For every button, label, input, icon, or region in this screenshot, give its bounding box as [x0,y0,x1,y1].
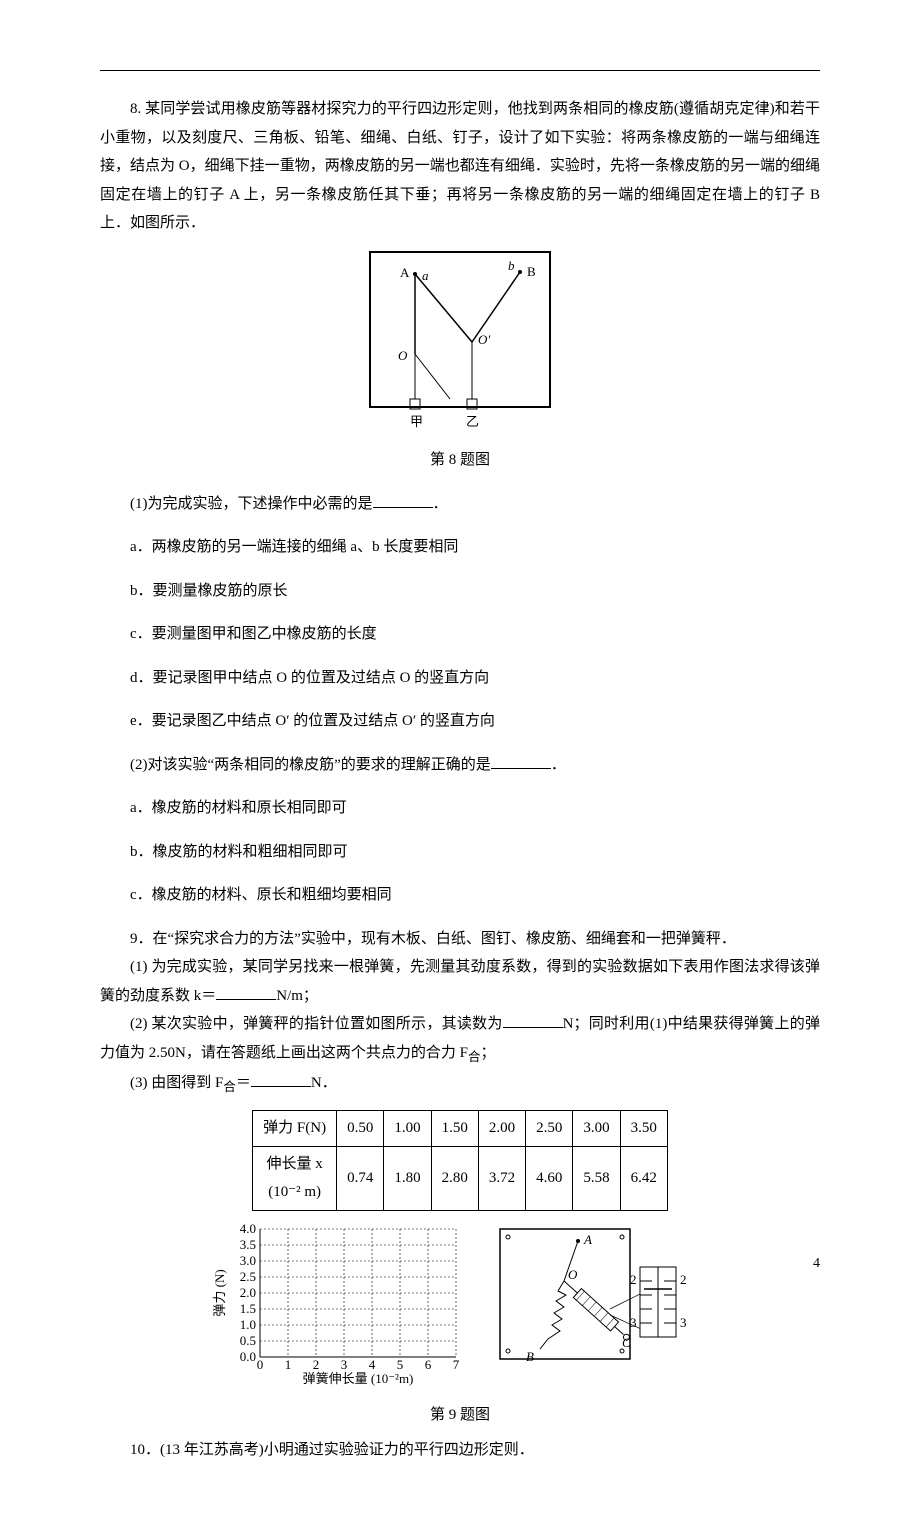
svg-text:0.5: 0.5 [240,1333,256,1348]
q8-sub1-text: (1)为完成实验，下述操作中必需的是 [130,496,373,512]
label-Oprime: O′ [478,332,490,347]
svg-text:3: 3 [341,1357,348,1372]
cell: 6.42 [620,1146,667,1210]
cell: 1.50 [431,1111,478,1147]
cell: 4.60 [526,1146,573,1210]
blank [216,984,276,1000]
label-B: B [527,264,536,279]
label-A: A [400,265,410,280]
table-row: 弹力 F(N) 0.50 1.00 1.50 2.00 2.50 3.00 3.… [253,1111,668,1147]
svg-text:C: C [622,1335,631,1350]
svg-text:0.0: 0.0 [240,1349,256,1364]
q9-p1a: (1) 为完成实验，某同学另找来一根弹簧，先测量其劲度系数，得到的实验数据如下表… [100,959,820,1004]
q9-p2a: (2) 某次实验中，弹簧秤的指针位置如图所示，其读数为 [130,1016,503,1032]
q9-p2c: ； [480,1045,495,1061]
svg-text:3.5: 3.5 [240,1237,256,1252]
blank [251,1071,311,1087]
svg-text:4: 4 [369,1357,376,1372]
page-number: 4 [813,1251,820,1278]
row2-head: 伸长量 x (10⁻² m) [253,1146,337,1210]
svg-text:弹簧伸长量 (10⁻²m): 弹簧伸长量 (10⁻²m) [303,1371,414,1386]
q9-p3c: N． [311,1075,337,1091]
label-jia: 甲 [410,414,423,429]
cell: 1.00 [384,1111,431,1147]
q9-p3b: ＝ [236,1075,251,1091]
top-rule [100,70,820,71]
svg-text:2.0: 2.0 [240,1285,256,1300]
q8-sub2-text: (2)对该实验“两条相同的橡皮筋”的要求的理解正确的是 [130,757,491,773]
row2-head-line1: 伸长量 x [266,1156,322,1172]
svg-text:3.0: 3.0 [240,1253,256,1268]
q9-figure: 0.0 0.5 1.0 1.5 2.0 2.5 3.0 3.5 4.0 0 1 … [100,1219,820,1400]
svg-text:0: 0 [257,1357,264,1372]
cell: 0.74 [337,1146,384,1210]
cell: 3.50 [620,1111,667,1147]
q8-sub2-tail: ． [551,757,566,773]
cell: 0.50 [337,1111,384,1147]
cell: 2.00 [478,1111,525,1147]
svg-text:弹力 (N): 弹力 (N) [212,1269,227,1316]
svg-text:A: A [583,1232,592,1247]
svg-text:5: 5 [397,1357,404,1372]
cell: 2.80 [431,1146,478,1210]
q8-figure: A a O B b O′ 甲 乙 [100,244,820,445]
cell: 2.50 [526,1111,573,1147]
svg-text:2.5: 2.5 [240,1269,256,1284]
q8-b: b．要测量橡皮筋的原长 [130,577,820,606]
svg-text:1.5: 1.5 [240,1301,256,1316]
svg-text:O: O [568,1267,578,1282]
svg-text:4.0: 4.0 [240,1221,256,1236]
cell: 3.72 [478,1146,525,1210]
svg-text:2: 2 [680,1272,687,1287]
blank [491,753,551,769]
q8-a: a．两橡皮筋的另一端连接的细绳 a、b 长度要相同 [130,533,820,562]
q8-e: e．要记录图乙中结点 O′ 的位置及过结点 O′ 的竖直方向 [130,707,820,736]
label-yi: 乙 [466,414,479,429]
q8-caption: 第 8 题图 [100,446,820,475]
blank [373,492,433,508]
q9-p3a: (3) 由图得到 F [130,1075,223,1091]
table-row: 伸长量 x (10⁻² m) 0.74 1.80 2.80 3.72 4.60 … [253,1146,668,1210]
q9-p1b: N/m； [276,988,318,1004]
svg-text:B: B [526,1349,534,1364]
q8-sub2: (2)对该实验“两条相同的橡皮筋”的要求的理解正确的是 ． [130,751,820,780]
cell: 5.58 [573,1146,620,1210]
label-O: O [398,348,408,363]
svg-text:6: 6 [425,1357,432,1372]
q8-a2: a．橡皮筋的材料和原长相同即可 [130,794,820,823]
cell: 3.00 [573,1111,620,1147]
svg-text:1: 1 [285,1357,292,1372]
sub-he: 合 [468,1050,481,1064]
q8-c2: c．橡皮筋的材料、原长和粗细均要相同 [130,881,820,910]
row1-head: 弹力 F(N) [253,1111,337,1147]
cell: 1.80 [384,1146,431,1210]
label-a: a [422,268,429,283]
q9-caption: 第 9 题图 [100,1401,820,1430]
q8-sub1: (1)为完成实验，下述操作中必需的是 ． [130,490,820,519]
q9-table: 弹力 F(N) 0.50 1.00 1.50 2.00 2.50 3.00 3.… [252,1110,668,1211]
row2-head-line2: (10⁻² m) [268,1184,321,1200]
q8-c: c．要测量图甲和图乙中橡皮筋的长度 [130,620,820,649]
q10-stem: 10．(13 年江苏高考)小明通过实验验证力的平行四边形定则． [100,1436,820,1465]
svg-text:7: 7 [453,1357,460,1372]
blank [503,1012,563,1028]
q8-b2: b．橡皮筋的材料和粗细相同即可 [130,838,820,867]
q8-d: d．要记录图甲中结点 O 的位置及过结点 O 的竖直方向 [130,664,820,693]
svg-text:1.0: 1.0 [240,1317,256,1332]
svg-text:3: 3 [680,1315,687,1330]
q8-sub1-tail: ． [433,496,448,512]
sub-he2: 合 [223,1080,236,1094]
svg-text:2: 2 [630,1272,637,1287]
q9-p3: (3) 由图得到 F合＝ N． [100,1069,820,1100]
q8-stem: 8. 某同学尝试用橡皮筋等器材探究力的平行四边形定则，他找到两条相同的橡皮筋(遵… [100,95,820,238]
svg-text:2: 2 [313,1357,320,1372]
label-b: b [508,258,515,273]
q9-stem: 9．在“探究求合力的方法”实验中，现有木板、白纸、图钉、橡皮筋、细绳套和一把弹簧… [100,925,820,954]
q9-p1: (1) 为完成实验，某同学另找来一根弹簧，先测量其劲度系数，得到的实验数据如下表… [100,953,820,1010]
q9-p2: (2) 某次实验中，弹簧秤的指针位置如图所示，其读数为N；同时利用(1)中结果获… [100,1010,820,1069]
svg-text:3: 3 [630,1315,637,1330]
